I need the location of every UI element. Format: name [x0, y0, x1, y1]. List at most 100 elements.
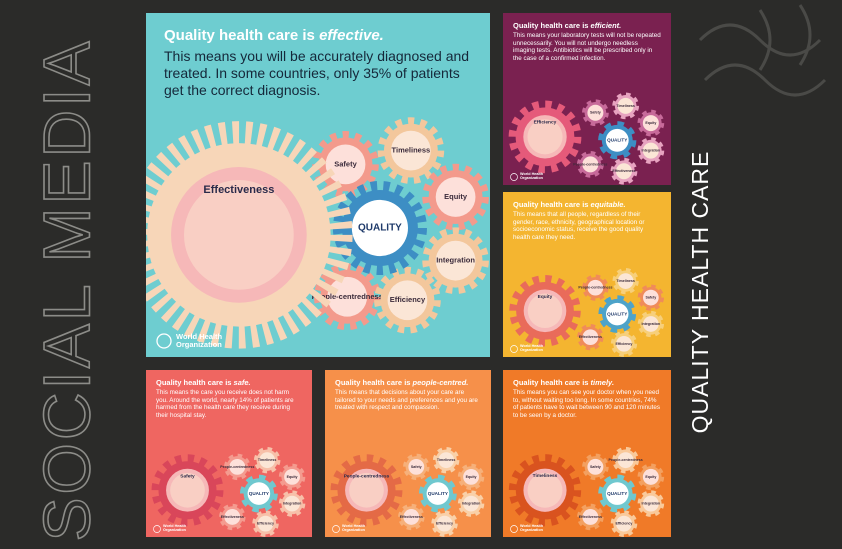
small-gear-teeth	[431, 510, 458, 537]
gear-label: Timeliness	[616, 279, 635, 283]
panel-text: Quality health care is safe. This means t…	[146, 370, 312, 427]
small-gear-inner	[617, 452, 634, 469]
main-gear-highlight	[184, 180, 294, 290]
main-gear-highlight	[349, 472, 384, 508]
logo-text: World Health Organization	[342, 524, 366, 532]
small-gear-inner	[617, 97, 634, 114]
logo-emblem	[156, 333, 172, 349]
gear-label: People-centredness	[312, 292, 383, 301]
panel: People-centredness Timeliness Equity Integr…	[146, 370, 312, 537]
panel-title: Quality health care is equitable.	[513, 200, 661, 209]
gear-label: Integration	[462, 502, 481, 506]
title-emphasis: equitable.	[590, 200, 626, 209]
panel: Safety Timeliness Equity Integration People-…	[146, 13, 490, 357]
small-gear-inner	[615, 163, 632, 180]
small-gear-inner	[587, 458, 604, 475]
gear-label: Equity	[645, 475, 656, 479]
panel-text: Quality health care is effective. This me…	[146, 13, 490, 112]
gears: Safety Timeliness Equity Integration Effecti…	[330, 446, 485, 537]
small-gear-teeth	[612, 267, 639, 295]
small-gear-inner	[642, 115, 659, 132]
gear-label: Efficiency	[257, 522, 274, 526]
decor-curves	[698, 4, 827, 97]
small-gear-inner	[327, 276, 368, 317]
small-gear-teeth	[637, 310, 665, 338]
small-gear-teeth	[637, 490, 665, 517]
small-gear-teeth	[457, 490, 485, 517]
small-gear-inner	[438, 452, 455, 469]
center-gear-teeth	[598, 474, 637, 513]
main-gear-teeth	[146, 121, 353, 349]
gear-label: Effectiveness	[400, 515, 423, 519]
center-label: QUALITY	[428, 491, 448, 496]
small-gear-teeth	[637, 284, 665, 311]
small-gear-teeth	[637, 137, 665, 165]
panel-title: Quality health care is people-centred.	[335, 378, 481, 387]
small-gear-inner	[642, 316, 659, 332]
gear-label: Equity	[645, 121, 656, 125]
title-text: Quality health care is	[164, 27, 315, 44]
gear-label: Integration	[283, 502, 302, 506]
small-gear-teeth	[612, 92, 640, 120]
gear-label: Safety	[590, 111, 601, 115]
title-emphasis: efficient.	[590, 21, 622, 30]
small-gear-teeth	[278, 463, 306, 491]
gear-label: People-centredness	[609, 458, 643, 462]
main-gear-teeth	[508, 100, 582, 174]
panel-body: This means that decisions about your car…	[335, 389, 478, 412]
gear-label: Efficiency	[615, 342, 632, 346]
side-subtitle: QUALITY HEALTH CARE	[687, 151, 713, 434]
small-gear-inner	[616, 335, 632, 352]
small-gear-inner	[325, 144, 366, 185]
small-gear-teeth	[637, 463, 665, 491]
small-gear-inner	[435, 177, 476, 217]
small-gear-teeth	[398, 503, 425, 531]
gear-label: People-centredness	[220, 465, 254, 469]
main-gear-highlight	[527, 472, 563, 508]
logo-emblem	[332, 525, 340, 533]
gears: People-centredness Timeliness Safety Integr…	[509, 267, 665, 357]
gear-label: Integration	[642, 322, 661, 326]
logo-text: World Health Organization	[163, 524, 187, 532]
small-gear-teeth	[422, 163, 489, 231]
gears: Safety People-centredness Equity Integratio…	[508, 446, 665, 537]
gear-label: Timeliness	[392, 146, 431, 155]
main-gear-label: People-centredness	[344, 473, 390, 479]
small-gear-teeth	[457, 463, 485, 491]
small-gear-inner	[224, 509, 241, 525]
logo-text: World Health Organization	[520, 172, 544, 180]
gear-label: Effectiveness	[579, 335, 602, 339]
small-gear-teeth	[581, 99, 609, 127]
center-gear-inner	[247, 482, 271, 505]
gears: People-centredness Timeliness Equity Integr…	[151, 446, 306, 537]
small-gear-inner	[616, 515, 632, 532]
gear-label: Efficiency	[390, 295, 426, 304]
panel-text: Quality health care is timely. This means…	[503, 370, 671, 427]
title-emphasis: effective.	[319, 27, 384, 44]
title-text: Quality health care is	[513, 21, 589, 30]
main-gear-label: Efficiency	[534, 120, 557, 126]
logo-emblem	[510, 345, 518, 353]
small-gear-inner	[582, 156, 599, 173]
gear-label: Effectiveness	[579, 515, 602, 519]
panel-text: Quality health care is people-centred. Th…	[325, 370, 491, 420]
main-gear-label: Effectiveness	[203, 184, 274, 196]
small-gear-inner	[403, 509, 420, 525]
small-gear-inner	[387, 280, 428, 321]
small-gear-teeth	[278, 490, 306, 517]
small-gear-teeth	[422, 227, 489, 295]
panel-text: Quality health care is efficient. This me…	[503, 13, 671, 70]
small-gear-teeth	[252, 510, 279, 537]
gears: Safety Timeliness Equity Integration People-…	[508, 92, 665, 185]
title-text: Quality health care is	[156, 378, 232, 387]
gear-label: Safety	[645, 296, 656, 300]
center-gear-teeth	[239, 474, 278, 513]
logo-emblem	[510, 525, 518, 533]
small-gear-teeth	[219, 503, 246, 531]
title-emphasis: people-centred.	[412, 378, 469, 387]
center-gear-inner	[605, 482, 629, 505]
panel-body: This means you will be accurately diagno…	[164, 48, 470, 98]
small-gear-inner	[587, 104, 604, 121]
center-gear-inner	[606, 302, 629, 326]
small-gear-teeth	[610, 157, 638, 185]
